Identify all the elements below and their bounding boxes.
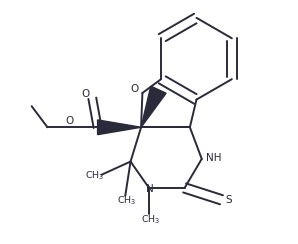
Polygon shape — [97, 120, 141, 135]
Text: CH$_3$: CH$_3$ — [141, 213, 160, 226]
Text: N: N — [146, 184, 153, 194]
Text: NH: NH — [206, 152, 221, 163]
Text: CH$_3$: CH$_3$ — [85, 170, 105, 182]
Text: CH$_3$: CH$_3$ — [117, 195, 136, 207]
Text: O: O — [66, 116, 74, 126]
Polygon shape — [141, 86, 166, 127]
Text: S: S — [226, 195, 232, 205]
Text: O: O — [130, 84, 139, 94]
Text: O: O — [82, 89, 90, 99]
